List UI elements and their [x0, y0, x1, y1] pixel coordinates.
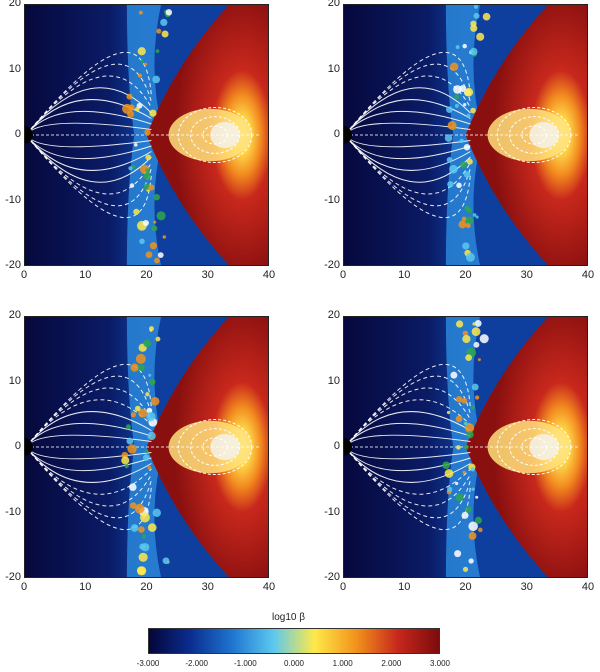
- x-tick-label: 40: [262, 269, 276, 281]
- colorbar-tick-label: 3.000: [429, 659, 451, 668]
- y-tick-label: -10: [324, 193, 340, 206]
- y-tick-label: -20: [324, 259, 340, 271]
- turbulent-structures: [444, 4, 491, 262]
- y-tick-label: -20: [5, 259, 21, 271]
- y-tick-label: -10: [324, 505, 340, 518]
- panel-bottom-left: [24, 316, 269, 578]
- turbulent-structures: [442, 319, 489, 572]
- colorbar-tick-label: -3.000: [136, 659, 160, 668]
- core-center: [529, 121, 559, 149]
- y-tick-label: -20: [324, 571, 340, 583]
- x-tick-label: 0: [339, 269, 347, 281]
- x-tick-label: 10: [398, 269, 411, 281]
- x-tick-label: 20: [459, 581, 472, 593]
- core-center: [210, 433, 240, 461]
- core-center: [210, 121, 240, 149]
- core-center: [529, 433, 559, 461]
- x-tick-label: 30: [201, 269, 214, 281]
- boundary-layer: [126, 4, 164, 266]
- x-tick-label: 30: [201, 581, 214, 593]
- panel-top-left: [24, 4, 269, 266]
- plasma-beta-map: [343, 316, 588, 578]
- colorbar-tick-label: 2.000: [381, 659, 402, 668]
- panel-bottom-right: [343, 316, 588, 578]
- y-tick-label: 20: [327, 0, 340, 9]
- x-tick-label: 30: [520, 269, 533, 281]
- central-object: [343, 438, 352, 456]
- colorbar: [148, 628, 440, 654]
- x-tick-label: 10: [79, 581, 92, 593]
- y-tick-label: -10: [5, 193, 21, 206]
- turbulent-structures: [122, 9, 173, 264]
- x-tick-label: 10: [398, 581, 411, 593]
- y-tick-label: 10: [8, 62, 21, 75]
- y-tick-label: 20: [327, 309, 340, 321]
- x-tick-label: 0: [339, 581, 347, 593]
- panel-top-right: [343, 4, 588, 266]
- colorbar-label: log10 β: [272, 612, 305, 623]
- y-tick-label: 0: [14, 128, 21, 140]
- central-object: [343, 126, 352, 144]
- hot-core: [168, 420, 252, 474]
- colorbar-tick-label: -2.000: [185, 659, 208, 668]
- turbulent-structures: [121, 326, 170, 576]
- hot-core: [487, 108, 571, 162]
- central-object: [24, 438, 33, 456]
- hot-core: [487, 420, 571, 474]
- y-tick-label: 0: [14, 440, 21, 452]
- plasma-beta-map: [343, 4, 588, 266]
- x-tick-label: 40: [581, 269, 595, 281]
- central-object: [24, 126, 33, 144]
- x-tick-label: 20: [459, 269, 472, 281]
- hot-core: [168, 108, 252, 162]
- x-tick-label: 40: [581, 581, 595, 593]
- colorbar-tick-label: 1.000: [332, 659, 353, 668]
- colorbar-tick-label: -1.000: [233, 659, 257, 668]
- y-tick-label: 0: [333, 440, 340, 452]
- y-tick-label: -10: [5, 505, 21, 518]
- plasma-beta-map: [24, 316, 269, 578]
- y-tick-label: 0: [333, 128, 340, 140]
- y-tick-label: 10: [327, 374, 340, 387]
- y-tick-label: -20: [5, 571, 21, 583]
- x-tick-label: 10: [79, 269, 92, 281]
- x-tick-label: 20: [140, 581, 153, 593]
- colorbar-tick-label: 0.000: [283, 659, 305, 668]
- x-tick-label: 40: [262, 581, 276, 593]
- x-tick-label: 0: [20, 269, 28, 281]
- y-tick-label: 20: [8, 0, 21, 9]
- y-tick-label: 10: [327, 62, 340, 75]
- x-tick-label: 0: [20, 581, 28, 593]
- y-tick-label: 20: [8, 309, 21, 321]
- x-tick-label: 30: [520, 581, 533, 593]
- y-tick-label: 10: [8, 374, 21, 387]
- plasma-beta-map: [24, 4, 269, 266]
- field-line-contours: [344, 51, 579, 219]
- x-tick-label: 20: [140, 269, 153, 281]
